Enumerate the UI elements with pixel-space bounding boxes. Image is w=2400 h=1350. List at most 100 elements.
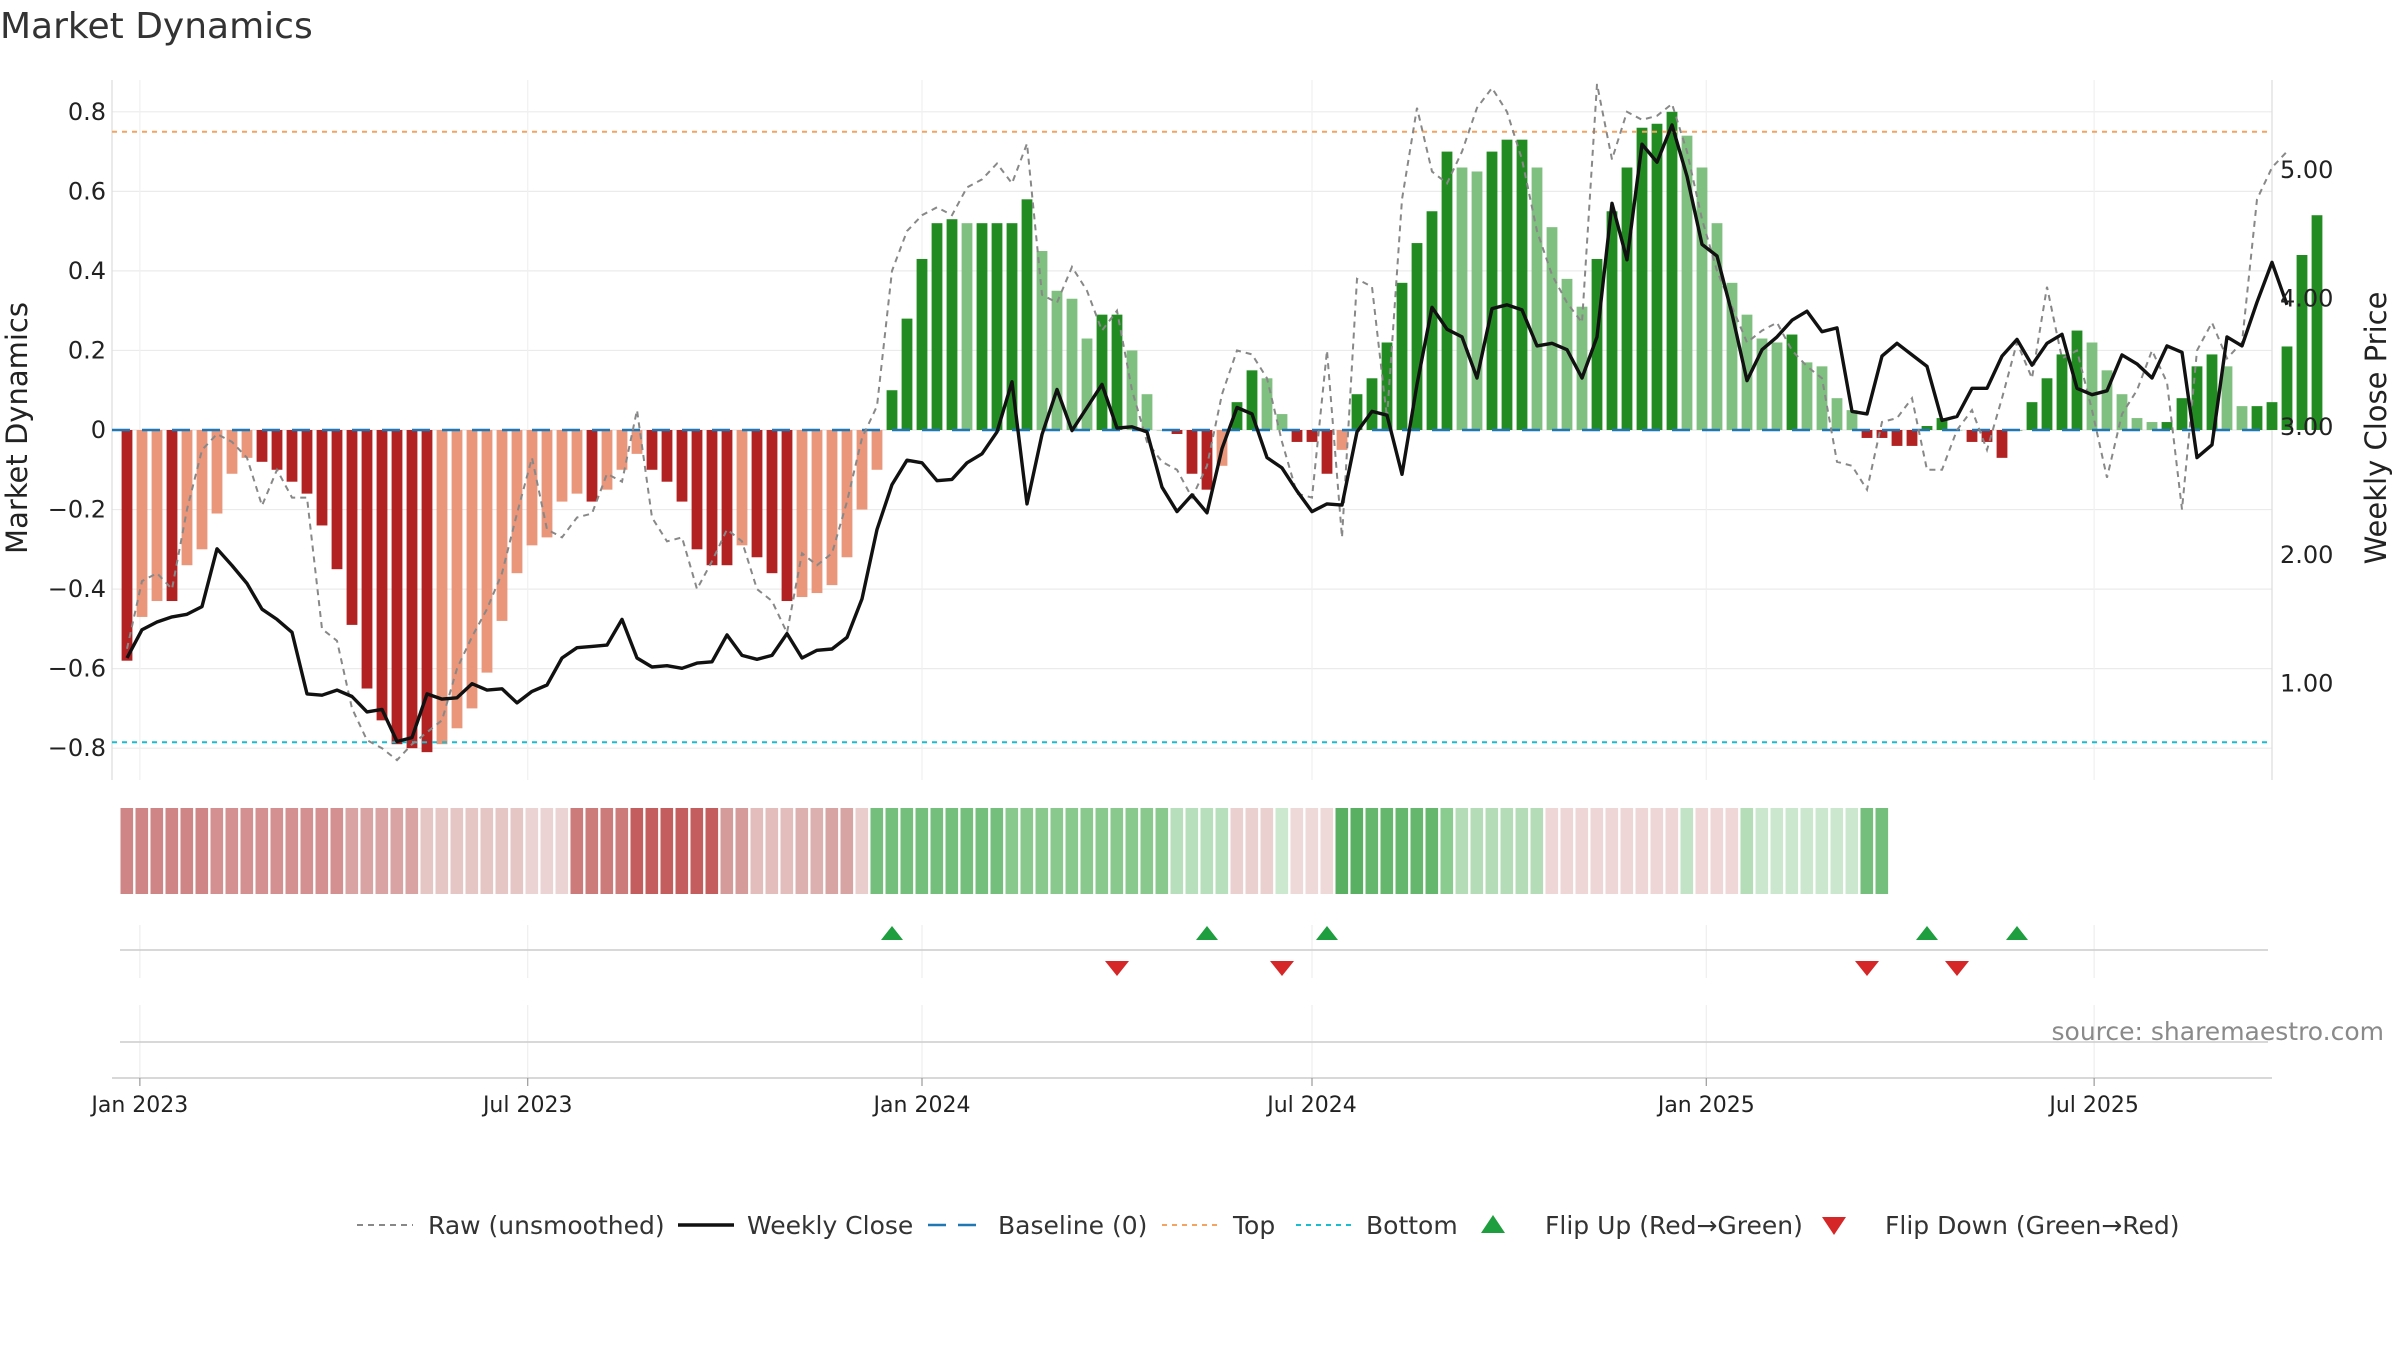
bar: [256, 430, 268, 462]
bar: [166, 430, 178, 602]
bar: [2251, 406, 2263, 430]
bar: [1636, 127, 1648, 431]
bar: [1321, 430, 1333, 474]
state-tile: [1575, 808, 1589, 894]
bar: [376, 430, 388, 721]
state-tile: [1470, 808, 1484, 894]
y-left-tick-label: 0.8: [68, 98, 106, 126]
bar: [886, 390, 898, 430]
bar: [901, 318, 913, 430]
bar: [1021, 199, 1033, 430]
flip-down-marker: [1855, 961, 1879, 976]
bar: [1816, 366, 1828, 430]
bar: [796, 430, 808, 598]
bar: [196, 430, 208, 550]
bar: [1801, 362, 1813, 430]
bar: [826, 430, 838, 586]
state-tile: [1485, 808, 1499, 894]
y-left-tick-label: −0.6: [48, 655, 106, 683]
bar: [1561, 278, 1573, 430]
state-tile: [1230, 808, 1244, 894]
state-tile: [1560, 808, 1574, 894]
bar: [1456, 167, 1468, 430]
bar: [1051, 290, 1063, 430]
bar: [1546, 227, 1558, 430]
bar: [1261, 378, 1273, 430]
bar: [2026, 402, 2038, 430]
state-tile: [135, 808, 149, 894]
bar: [121, 430, 133, 661]
bar: [1336, 430, 1348, 450]
state-tile: [330, 808, 344, 894]
bar: [706, 430, 718, 566]
x-tick-label: Jan 2023: [89, 1093, 188, 1118]
bar: [691, 430, 703, 550]
state-tile: [1590, 808, 1604, 894]
bar: [1666, 111, 1678, 431]
bar: [481, 430, 493, 673]
bar: [631, 430, 643, 454]
bar: [1966, 430, 1978, 442]
state-tile: [960, 808, 974, 894]
bar: [586, 430, 598, 502]
bar: [1291, 430, 1303, 442]
y-axis-right-title: Weekly Close Price: [2359, 292, 2393, 565]
state-tile: [270, 808, 284, 894]
bar: [931, 223, 943, 430]
state-tile: [1455, 808, 1469, 894]
state-tile: [585, 808, 599, 894]
y-right-tick-label: 2.00: [2280, 541, 2333, 569]
bar: [211, 430, 223, 514]
bar: [1681, 135, 1693, 430]
state-tile: [1860, 808, 1874, 894]
state-tile: [900, 808, 914, 894]
y-axis-left-title: Market Dynamics: [0, 302, 34, 554]
state-tile: [1665, 808, 1679, 894]
state-tiles-strip: [120, 808, 1890, 894]
bar: [1531, 167, 1543, 430]
state-tile: [405, 808, 419, 894]
bar: [331, 430, 343, 570]
state-tile: [1635, 808, 1649, 894]
y-right-tick-label: 1.00: [2280, 670, 2333, 698]
bar: [151, 430, 163, 602]
state-tile: [1050, 808, 1064, 894]
state-tile: [915, 808, 929, 894]
bar: [2041, 378, 2053, 430]
state-tile: [255, 808, 269, 894]
state-tile: [1275, 808, 1289, 894]
bar: [2101, 370, 2113, 430]
bar: [1861, 430, 1873, 438]
state-tile: [1620, 808, 1634, 894]
bar: [136, 430, 148, 617]
bar: [721, 430, 733, 566]
state-tile: [150, 808, 164, 894]
state-tile: [1530, 808, 1544, 894]
bar: [841, 430, 853, 558]
state-tile: [1845, 808, 1859, 894]
state-tile: [840, 808, 854, 894]
y-left-tick-label: −0.4: [48, 575, 106, 603]
state-tile: [210, 808, 224, 894]
bar: [571, 430, 583, 494]
bar: [301, 430, 313, 494]
bar: [1111, 314, 1123, 430]
bar: [766, 430, 778, 574]
bar: [556, 430, 568, 502]
bar: [781, 430, 793, 602]
x-tick-label: Jul 2025: [2047, 1093, 2139, 1118]
bar: [496, 430, 508, 621]
legend-swatch-flip-up: [1481, 1215, 1505, 1233]
state-tile: [1125, 808, 1139, 894]
x-axis: Jan 2023 Jul 2023 Jan 2024 Jul 2024 Jan 2025…: [89, 1005, 2272, 1118]
state-tile: [1380, 808, 1394, 894]
state-tile: [1260, 808, 1274, 894]
state-tile: [735, 808, 749, 894]
bar: [1246, 370, 1258, 430]
state-tile: [1425, 808, 1439, 894]
state-tile: [1080, 808, 1094, 894]
bar: [436, 430, 448, 745]
state-tile: [1650, 808, 1664, 894]
bar: [2116, 394, 2128, 430]
